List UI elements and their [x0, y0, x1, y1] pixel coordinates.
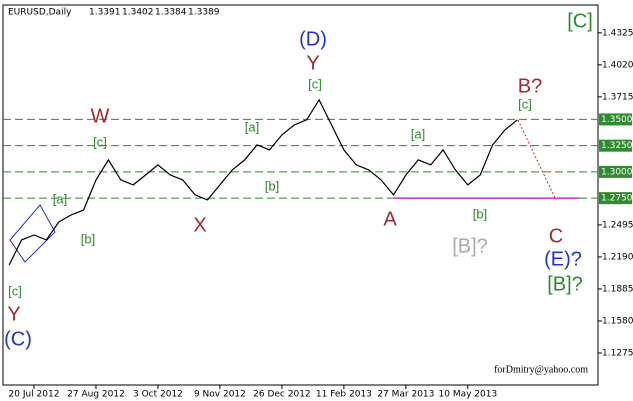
wave-label: [C] [567, 10, 593, 32]
x-tick-label: 11 Feb 2013 [316, 390, 372, 400]
high: 1.3402 [122, 8, 154, 18]
x-tick-label: 26 Dec 2012 [253, 390, 311, 400]
level-box [599, 139, 632, 152]
wave-label: [a] [53, 191, 67, 206]
wave-label: X [193, 214, 206, 236]
x-tick-label: 27 Aug 2012 [67, 390, 125, 400]
wave-label: B? [518, 75, 542, 97]
level-label: 1.3000 [601, 167, 633, 177]
wave-label: [c] [8, 283, 22, 298]
price-line [8, 98, 518, 266]
y-tick-label: 1.1275 [602, 348, 633, 358]
wave-label: [a] [245, 119, 259, 134]
wave-label: [c] [518, 96, 532, 111]
projection [517, 119, 557, 201]
wave-label: Y [7, 303, 20, 325]
x-tick-label: 10 May 2013 [439, 390, 498, 400]
wave-label: [c] [308, 76, 322, 91]
y-tick-label: 1.2190 [602, 252, 633, 262]
x-tick-label: 9 Nov 2012 [194, 390, 246, 400]
symbol: EURUSD,Daily [8, 8, 72, 18]
level-label: 1.3500 [601, 115, 633, 125]
wave-label: Y [306, 52, 319, 74]
level-box [599, 192, 632, 205]
y-tick-label: 1.4020 [602, 60, 633, 70]
footer: forDmitry@yahoo.com [494, 364, 588, 375]
wave-label: [B]? [547, 273, 583, 295]
wave-label: (D) [299, 28, 327, 50]
level-label: 1.2750 [601, 194, 633, 204]
open: 1.3391 [89, 8, 121, 18]
y-tick-label: 1.1580 [602, 316, 633, 326]
level-box [599, 113, 632, 126]
wave-label: [c] [93, 134, 107, 149]
wave-label: W [91, 105, 110, 127]
plot-frame [2, 4, 599, 386]
wave-label: C [549, 225, 563, 247]
wave-label: [a] [411, 126, 425, 141]
wave-label: A [383, 208, 397, 230]
y-tick-label: 1.1885 [602, 284, 633, 294]
channel [9, 204, 56, 263]
y-tick-label: 1.4325 [602, 28, 633, 38]
close: 1.3389 [188, 8, 220, 18]
low: 1.3384 [155, 8, 187, 18]
wave-label: (C) [4, 328, 32, 350]
level-box [599, 165, 632, 178]
wave-label: [b] [265, 178, 279, 193]
y-tick-label: 1.3715 [602, 92, 633, 102]
y-tick-label: 1.2495 [602, 220, 633, 230]
level-label: 1.3250 [601, 141, 633, 151]
wave-label: (E)? [544, 248, 582, 270]
wave-label: [b] [473, 206, 487, 221]
x-tick-label: 27 Mar 2013 [377, 390, 434, 400]
x-tick-label: 3 Oct 2012 [133, 390, 183, 400]
x-tick-label: 20 Jul 2012 [9, 390, 60, 400]
wave-label: [b] [81, 231, 95, 246]
wave-label: [B]? [452, 235, 488, 257]
